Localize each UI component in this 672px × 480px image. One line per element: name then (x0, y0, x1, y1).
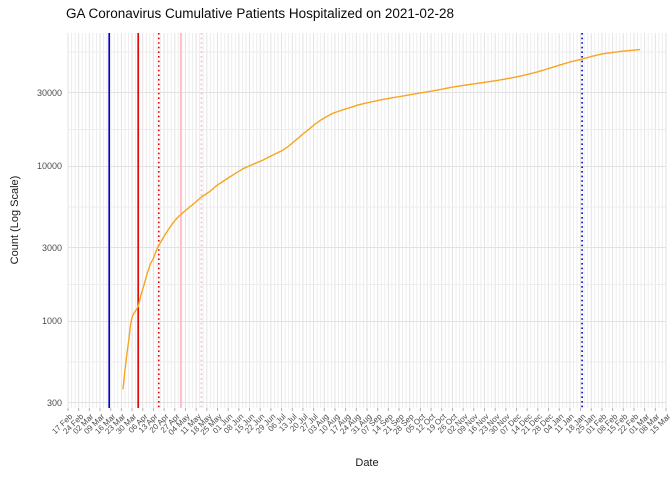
y-tick-label: 10000 (36, 161, 62, 172)
y-tick-label: 300 (46, 397, 62, 408)
x-axis-title: Date (355, 457, 379, 469)
y-tick-label: 30000 (36, 87, 62, 98)
y-tick-label: 3000 (41, 242, 62, 253)
y-tick-label: 1000 (41, 316, 62, 327)
cumulative-patients-hospitalized (122, 48, 641, 390)
chart-title: GA Coronavirus Cumulative Patients Hospi… (66, 6, 454, 21)
